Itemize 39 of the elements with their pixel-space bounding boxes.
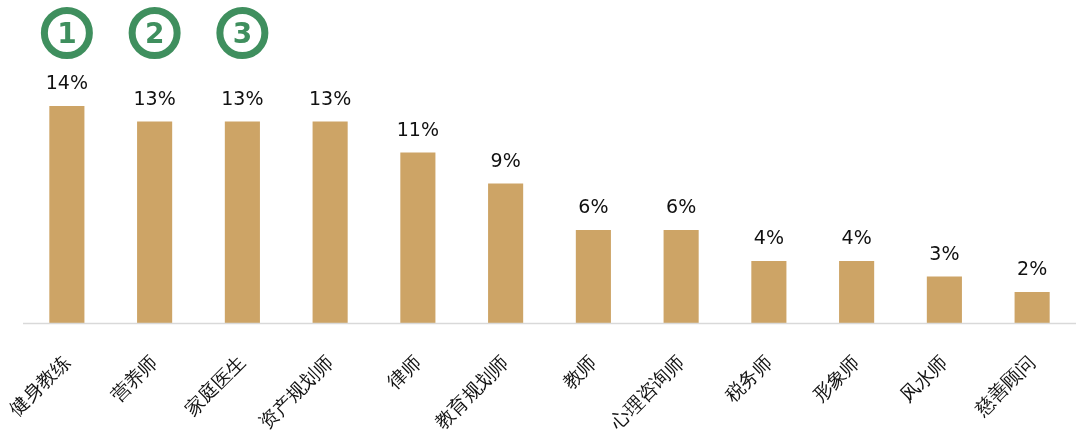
bar [312, 121, 348, 323]
data-label: 4% [753, 226, 784, 248]
text: 3 [232, 17, 253, 50]
text: 1 [57, 17, 77, 50]
x-tick-label: 税务师 [720, 350, 776, 407]
x-tick-label: 慈善顾问 [969, 350, 1040, 421]
data-label: 14% [45, 71, 88, 93]
bar [488, 183, 524, 323]
x-tick-label: 资产规划师 [254, 350, 338, 434]
data-label: 13% [221, 86, 264, 109]
bar [1014, 292, 1050, 323]
x-tick-label: 律师 [382, 350, 425, 393]
x-tick-label: 风水师 [895, 350, 952, 407]
x-tick-label: 营养师 [105, 350, 162, 407]
bar [839, 261, 875, 323]
bar [575, 230, 611, 323]
data-label: 2% [1017, 257, 1048, 279]
data-label: 3% [929, 241, 960, 264]
data-label: 6% [666, 195, 697, 217]
bar [751, 261, 787, 323]
data-label: 4% [841, 226, 872, 248]
data-label: 11% [396, 117, 439, 140]
text: 2 [144, 17, 165, 50]
x-tick-label: 教育规划师 [429, 350, 513, 434]
data-label: 6% [578, 195, 609, 217]
bar [49, 106, 85, 323]
data-label: 13% [133, 86, 176, 109]
x-tick-label: 形象师 [807, 350, 864, 407]
data-label: 9% [490, 148, 521, 171]
bar [137, 121, 173, 323]
x-tick-label: 家庭医生 [180, 350, 250, 420]
bar [663, 230, 699, 323]
data-label: 13% [309, 86, 352, 109]
bar [400, 152, 436, 323]
x-tick-label: 心理咨询师 [604, 350, 689, 434]
x-tick-label: 教师 [557, 350, 601, 393]
bar [224, 121, 260, 323]
x-tick-label: 健身教练 [4, 350, 74, 420]
bar [926, 276, 962, 323]
